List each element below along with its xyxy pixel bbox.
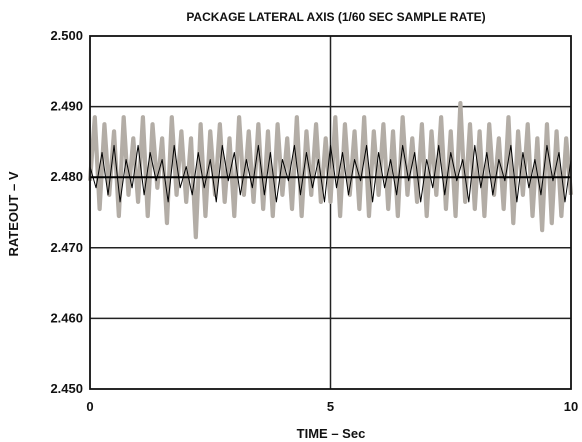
- grid-lines: [90, 36, 571, 389]
- y-tick-label: 2.450: [50, 381, 83, 396]
- series-line-gray: [87, 100, 574, 240]
- x-tick-label: 5: [327, 399, 334, 414]
- y-tick-label: 2.500: [50, 28, 83, 43]
- y-tick-label: 2.460: [50, 310, 83, 325]
- axes-group: [89, 35, 572, 390]
- x-axis-label: TIME – Sec: [297, 426, 366, 441]
- chart-title: PACKAGE LATERAL AXIS (1/60 SEC SAMPLE RA…: [186, 10, 485, 24]
- series-line-black: [89, 144, 572, 203]
- y-tick-label: 2.490: [50, 99, 83, 114]
- y-axis-label: RATEOUT – V: [6, 171, 21, 256]
- tick-labels: 2.450 2.460 2.470 2.480 2.490 2.500 0 5 10: [50, 28, 578, 414]
- y-tick-label: 2.470: [50, 240, 83, 255]
- x-tick-label: 10: [564, 399, 578, 414]
- x-tick-label: 0: [86, 399, 93, 414]
- y-tick-label: 2.480: [50, 169, 83, 184]
- plot-frame: [89, 35, 572, 390]
- data-series-group: [87, 100, 574, 240]
